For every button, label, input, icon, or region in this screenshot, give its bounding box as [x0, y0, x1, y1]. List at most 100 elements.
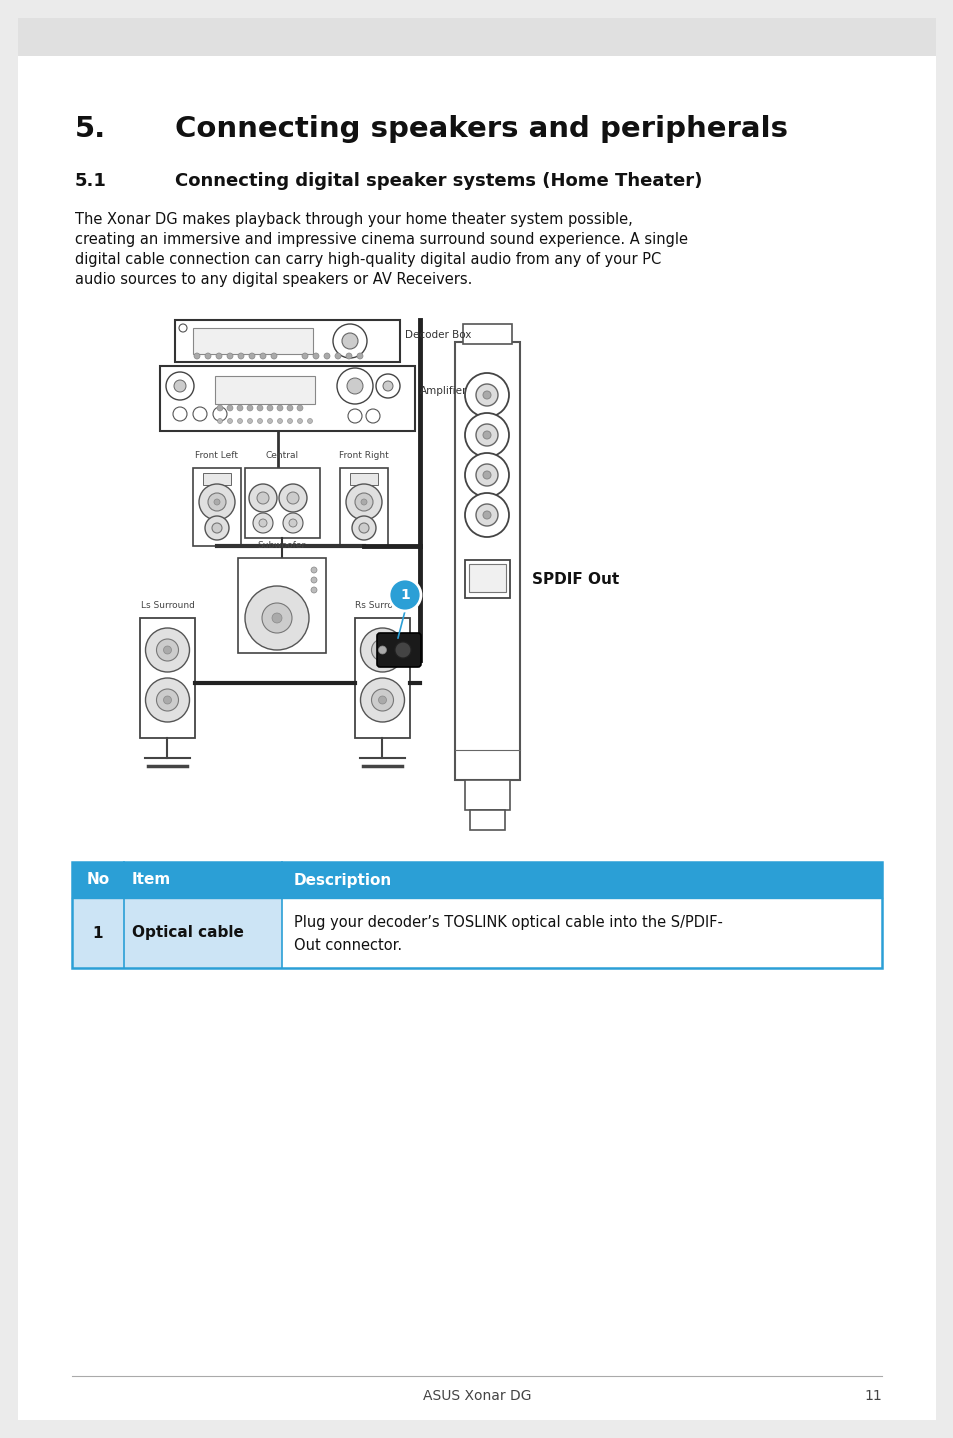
Text: Amplifier: Amplifier — [419, 385, 467, 395]
Circle shape — [389, 580, 420, 611]
Circle shape — [256, 492, 269, 503]
Circle shape — [245, 587, 309, 650]
Circle shape — [336, 368, 373, 404]
Text: Optical cable: Optical cable — [132, 926, 244, 940]
Text: Description: Description — [294, 873, 392, 887]
Circle shape — [193, 407, 207, 421]
Circle shape — [352, 516, 375, 541]
Circle shape — [311, 577, 316, 582]
Circle shape — [272, 613, 282, 623]
FancyBboxPatch shape — [237, 558, 326, 653]
Text: SPDIF Out: SPDIF Out — [532, 572, 618, 588]
Text: Decoder Box: Decoder Box — [405, 329, 471, 339]
FancyBboxPatch shape — [282, 897, 882, 968]
Circle shape — [163, 646, 172, 654]
Circle shape — [464, 413, 509, 457]
FancyBboxPatch shape — [245, 467, 319, 538]
Circle shape — [212, 523, 222, 533]
Circle shape — [311, 587, 316, 592]
Circle shape — [166, 372, 193, 400]
FancyBboxPatch shape — [464, 559, 510, 598]
FancyBboxPatch shape — [214, 375, 314, 404]
Circle shape — [302, 352, 308, 360]
Circle shape — [172, 407, 187, 421]
Circle shape — [335, 352, 340, 360]
Circle shape — [313, 352, 318, 360]
Circle shape — [179, 324, 187, 332]
Circle shape — [378, 696, 386, 705]
Circle shape — [287, 418, 293, 424]
Text: The Xonar DG makes playback through your home theater system possible,: The Xonar DG makes playback through your… — [75, 211, 632, 227]
Circle shape — [482, 510, 491, 519]
Circle shape — [276, 406, 283, 411]
FancyBboxPatch shape — [376, 633, 420, 667]
Circle shape — [348, 408, 361, 423]
Circle shape — [287, 406, 293, 411]
Text: Ls Surround: Ls Surround — [140, 601, 194, 610]
Text: Out connector.: Out connector. — [294, 938, 402, 952]
Circle shape — [278, 485, 307, 512]
Text: Front Left: Front Left — [195, 452, 238, 460]
Text: digital cable connection can carry high-quality digital audio from any of your P: digital cable connection can carry high-… — [75, 252, 660, 267]
Circle shape — [355, 493, 373, 510]
Circle shape — [283, 513, 303, 533]
Circle shape — [307, 418, 313, 424]
Circle shape — [287, 492, 298, 503]
Circle shape — [356, 352, 363, 360]
Circle shape — [464, 493, 509, 536]
FancyBboxPatch shape — [18, 19, 935, 1419]
FancyBboxPatch shape — [18, 19, 935, 56]
FancyBboxPatch shape — [193, 328, 313, 354]
Circle shape — [257, 418, 262, 424]
Circle shape — [249, 352, 254, 360]
Circle shape — [271, 352, 276, 360]
Text: Subwoofer: Subwoofer — [257, 541, 306, 549]
Circle shape — [216, 406, 223, 411]
Circle shape — [476, 503, 497, 526]
Circle shape — [249, 485, 276, 512]
Circle shape — [146, 677, 190, 722]
Circle shape — [247, 406, 253, 411]
FancyBboxPatch shape — [470, 810, 504, 830]
Circle shape — [476, 464, 497, 486]
Circle shape — [267, 406, 273, 411]
Circle shape — [324, 352, 330, 360]
Circle shape — [173, 380, 186, 393]
FancyBboxPatch shape — [462, 324, 512, 344]
Circle shape — [256, 406, 263, 411]
FancyBboxPatch shape — [339, 467, 388, 546]
Text: 11: 11 — [863, 1389, 882, 1403]
Circle shape — [482, 391, 491, 398]
Circle shape — [262, 603, 292, 633]
FancyBboxPatch shape — [455, 342, 519, 779]
Text: creating an immersive and impressive cinema surround sound experience. A single: creating an immersive and impressive cin… — [75, 232, 687, 247]
Circle shape — [267, 418, 273, 424]
Circle shape — [227, 352, 233, 360]
Circle shape — [217, 418, 222, 424]
Circle shape — [277, 418, 282, 424]
Circle shape — [297, 418, 302, 424]
Circle shape — [360, 499, 367, 505]
Circle shape — [476, 384, 497, 406]
Circle shape — [237, 418, 242, 424]
Text: 5.: 5. — [75, 115, 106, 142]
Circle shape — [358, 523, 369, 533]
Text: Item: Item — [132, 873, 172, 887]
Circle shape — [333, 324, 367, 358]
Circle shape — [482, 472, 491, 479]
Circle shape — [236, 406, 243, 411]
Text: 1: 1 — [92, 926, 103, 940]
Circle shape — [360, 677, 404, 722]
FancyBboxPatch shape — [203, 473, 231, 485]
Text: 5.1: 5.1 — [75, 173, 107, 190]
Circle shape — [360, 628, 404, 672]
Circle shape — [253, 513, 273, 533]
Circle shape — [208, 493, 226, 510]
Text: ASUS Xonar DG: ASUS Xonar DG — [422, 1389, 531, 1403]
Circle shape — [213, 407, 227, 421]
Circle shape — [341, 334, 357, 349]
FancyBboxPatch shape — [469, 564, 505, 592]
Circle shape — [247, 418, 253, 424]
Circle shape — [311, 567, 316, 572]
Circle shape — [464, 453, 509, 498]
